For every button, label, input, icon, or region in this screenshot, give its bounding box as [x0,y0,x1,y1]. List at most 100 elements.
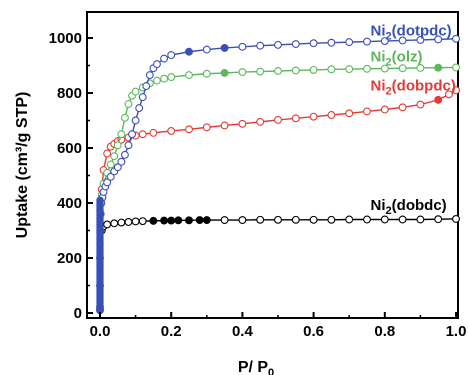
x-tick-label: 0.6 [303,323,324,340]
data-point [398,215,407,224]
series-name-label: Ni2(olz) [371,48,423,68]
x-axis-label: P/ P0 [238,359,274,375]
data-point [380,215,389,224]
data-point [167,216,176,225]
data-point [110,152,119,161]
data-point [309,39,318,48]
data-point [363,215,371,224]
data-point [398,36,407,45]
data-point [113,141,122,150]
data-point [185,47,193,56]
data-point [153,76,161,85]
data-point [291,114,300,123]
data-point [185,71,193,80]
data-point [117,218,126,227]
data-point [256,117,265,126]
series-3 [96,215,460,312]
y-tick-label: 800 [57,85,82,102]
data-point [238,68,247,77]
data-point [434,215,443,224]
data-point [120,150,129,159]
data-point [131,217,140,226]
data-point [444,90,453,99]
data-point [131,87,140,96]
data-point [160,216,169,225]
data-point [110,219,119,228]
y-axis-label: Uptake (cm³/g STP) [14,92,31,239]
data-point [124,141,133,150]
data-point [380,64,389,73]
data-point [238,216,247,225]
data-point [138,130,147,139]
y-tick-label: 200 [57,250,82,267]
data-point [103,149,112,158]
series-name-label: Ni2(dobpdc) [371,77,456,97]
data-point [135,104,144,113]
series-name-label: Ni2(dobdc) [371,197,447,217]
data-point [452,63,460,72]
data-point [452,215,460,223]
data-point [117,157,126,166]
x-tick-label: 0.4 [232,323,254,340]
data-point [398,103,407,112]
data-point [202,69,211,78]
data-point [256,215,265,224]
data-point [434,95,443,104]
data-point [416,35,425,44]
data-point [363,37,371,46]
x-tick-label: 0.2 [161,323,182,340]
data-point [274,115,282,124]
data-point [345,109,354,118]
data-point [142,82,151,91]
data-point [220,121,229,130]
data-point [120,113,129,122]
series-1 [96,63,460,312]
data-point [434,35,443,44]
data-point [363,64,371,73]
data-point [345,65,354,74]
data-point [202,123,211,132]
data-point [363,107,371,116]
data-point [274,40,282,49]
data-point [113,163,122,172]
data-point [452,34,460,43]
data-point [238,42,247,51]
data-point [96,196,104,204]
data-point [452,86,460,95]
low-pressure-points [96,196,104,314]
data-point [327,38,336,47]
data-point [167,73,176,82]
data-point [291,40,300,48]
data-point [195,216,204,225]
data-point [309,65,318,74]
data-point [160,74,169,83]
plot-frame [86,11,459,319]
data-point [416,215,425,224]
data-point [131,116,140,125]
data-point [327,111,336,119]
data-point [238,119,247,128]
data-point [416,64,425,72]
data-point [220,68,229,77]
x-tick-label: 0.0 [90,323,111,340]
data-point [202,216,211,225]
data-point [398,64,407,73]
data-point [309,112,318,121]
data-point [380,37,389,45]
data-point [291,66,300,75]
data-point [167,126,176,135]
data-point [153,60,161,69]
series-name-label: Ni2(dotpdc) [371,22,452,42]
data-point [220,43,229,52]
data-point [128,130,136,139]
data-point [274,215,282,224]
y-tick-label: 600 [57,140,82,157]
data-point [345,38,354,47]
x-tick-label: 1.0 [446,323,467,340]
data-point [256,67,265,76]
data-point [185,216,193,225]
data-point [138,217,147,226]
data-point [124,100,133,108]
data-point [103,178,112,187]
